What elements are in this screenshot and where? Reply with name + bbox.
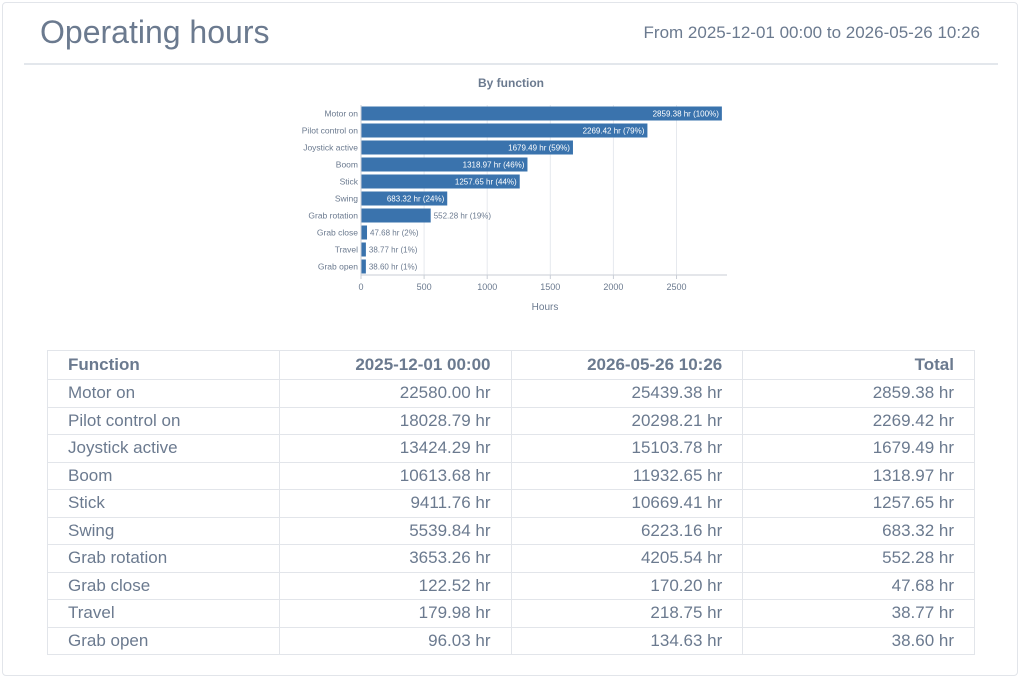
table-row: Joystick active 13424.29 hr 15103.78 hr 167… [47, 434, 975, 463]
x-axis-title: Hours [532, 302, 559, 313]
data-label: 1318.97 hr (46%) [463, 161, 525, 170]
x-tick-label: 1000 [477, 282, 497, 292]
category-label: Travel [335, 245, 358, 255]
category-label: Joystick active [303, 143, 358, 153]
column-header: 2026-05-26 10:26 [510, 350, 744, 380]
table-cell: 25439.38 hr [510, 379, 744, 408]
table-cell: 38.60 hr [742, 626, 975, 655]
bar [361, 225, 368, 240]
category-label: Stick [340, 177, 359, 187]
bar [361, 157, 528, 172]
table-cell: 170.20 hr [510, 571, 744, 600]
table-cell: 18028.79 hr [278, 406, 512, 435]
table-row: Grab rotation 3653.26 hr 4205.54 hr 552.28 … [47, 544, 975, 573]
hours-table: Function 2025-12-01 00:00 2026-05-26 10:26… [47, 350, 975, 655]
data-label: 38.60 hr (1%) [369, 263, 418, 272]
category-label: Grab open [318, 262, 358, 272]
bar [361, 106, 722, 121]
table-cell: 1257.65 hr [742, 489, 975, 518]
table-cell: 9411.76 hr [278, 489, 512, 518]
bar [361, 191, 448, 206]
category-label: Boom [336, 160, 358, 170]
page-title: Operating hours [40, 14, 270, 50]
table-cell: 22580.00 hr [278, 379, 512, 408]
header-divider [24, 63, 998, 65]
table-cell: Swing [47, 516, 280, 545]
table-cell: Joystick active [47, 434, 280, 463]
table-row: Travel 179.98 hr 218.75 hr 38.77 hr [47, 599, 975, 628]
table-row: Swing 5539.84 hr 6223.16 hr 683.32 hr [47, 516, 975, 545]
data-label: 2269.42 hr (79%) [583, 127, 645, 136]
table-cell: 134.63 hr [510, 626, 744, 655]
table-cell: Pilot control on [47, 406, 280, 435]
table-row: Boom 10613.68 hr 11932.65 hr 1318.97 hr [47, 461, 975, 490]
table-cell: Grab open [47, 626, 280, 655]
category-label: Swing [335, 194, 358, 204]
category-label: Grab rotation [308, 211, 358, 221]
bar [361, 259, 366, 274]
table-cell: 122.52 hr [278, 571, 512, 600]
table-cell: 683.32 hr [742, 516, 975, 545]
bar [361, 208, 431, 223]
table-row: Grab close 122.52 hr 170.20 hr 47.68 hr [47, 571, 975, 600]
table-cell: 15103.78 hr [510, 434, 744, 463]
table-cell: 13424.29 hr [278, 434, 512, 463]
column-header: Total [742, 350, 975, 380]
category-label: Grab close [317, 228, 358, 238]
table-cell: 2859.38 hr [742, 379, 975, 408]
table-cell: Stick [47, 489, 280, 518]
data-label: 1679.49 hr (59%) [508, 144, 570, 153]
table-cell: 38.77 hr [742, 599, 975, 628]
table-cell: 4205.54 hr [510, 544, 744, 573]
table-cell: 10613.68 hr [278, 461, 512, 490]
table-cell: Grab rotation [47, 544, 280, 573]
data-label: 552.28 hr (19%) [434, 212, 492, 221]
bar [361, 242, 366, 257]
column-header: 2025-12-01 00:00 [278, 350, 512, 380]
chart-title: By function [478, 76, 544, 90]
table-cell: 552.28 hr [742, 544, 975, 573]
table-cell: 1679.49 hr [742, 434, 975, 463]
x-tick-label: 1500 [540, 282, 560, 292]
table-cell: Grab close [47, 571, 280, 600]
table-cell: 6223.16 hr [510, 516, 744, 545]
table-row: Stick 9411.76 hr 10669.41 hr 1257.65 hr [47, 489, 975, 518]
table-row: Grab open 96.03 hr 134.63 hr 38.60 hr [47, 626, 975, 655]
table-row: Pilot control on 18028.79 hr 20298.21 hr 22… [47, 406, 975, 435]
date-range: From 2025-12-01 00:00 to 2026-05-26 10:2… [643, 23, 980, 42]
bar [361, 174, 520, 189]
bar [361, 123, 648, 138]
table-cell: 179.98 hr [278, 599, 512, 628]
table-cell: 96.03 hr [278, 626, 512, 655]
data-label: 1257.65 hr (44%) [455, 178, 517, 187]
data-label: 47.68 hr (2%) [370, 229, 419, 238]
table-cell: 11932.65 hr [510, 461, 744, 490]
data-label: 38.77 hr (1%) [369, 246, 418, 255]
data-label: 2859.38 hr (100%) [653, 110, 720, 119]
category-label: Motor on [324, 109, 358, 119]
table-cell: 10669.41 hr [510, 489, 744, 518]
table-cell: 2269.42 hr [742, 406, 975, 435]
table-cell: 5539.84 hr [278, 516, 512, 545]
x-tick-label: 2500 [667, 282, 687, 292]
column-header: Function [47, 350, 280, 380]
bar [361, 140, 573, 155]
data-label: 683.32 hr (24%) [387, 195, 445, 204]
table-row: Motor on 22580.00 hr 25439.38 hr 2859.38 hr [47, 379, 975, 408]
x-tick-label: 2000 [603, 282, 623, 292]
x-tick-label: 500 [417, 282, 432, 292]
table-cell: Travel [47, 599, 280, 628]
table-cell: 47.68 hr [742, 571, 975, 600]
table-header-row: Function 2025-12-01 00:00 2026-05-26 10:26… [47, 350, 975, 380]
table-cell: Boom [47, 461, 280, 490]
table-cell: 20298.21 hr [510, 406, 744, 435]
x-tick-label: 0 [358, 282, 363, 292]
table-cell: 3653.26 hr [278, 544, 512, 573]
table-cell: 218.75 hr [510, 599, 744, 628]
category-label: Pilot control on [302, 126, 358, 136]
table-cell: Motor on [47, 379, 280, 408]
table-cell: 1318.97 hr [742, 461, 975, 490]
function-hours-chart: By function Motor on 2859.38 hr (100%) Pil… [302, 76, 727, 313]
